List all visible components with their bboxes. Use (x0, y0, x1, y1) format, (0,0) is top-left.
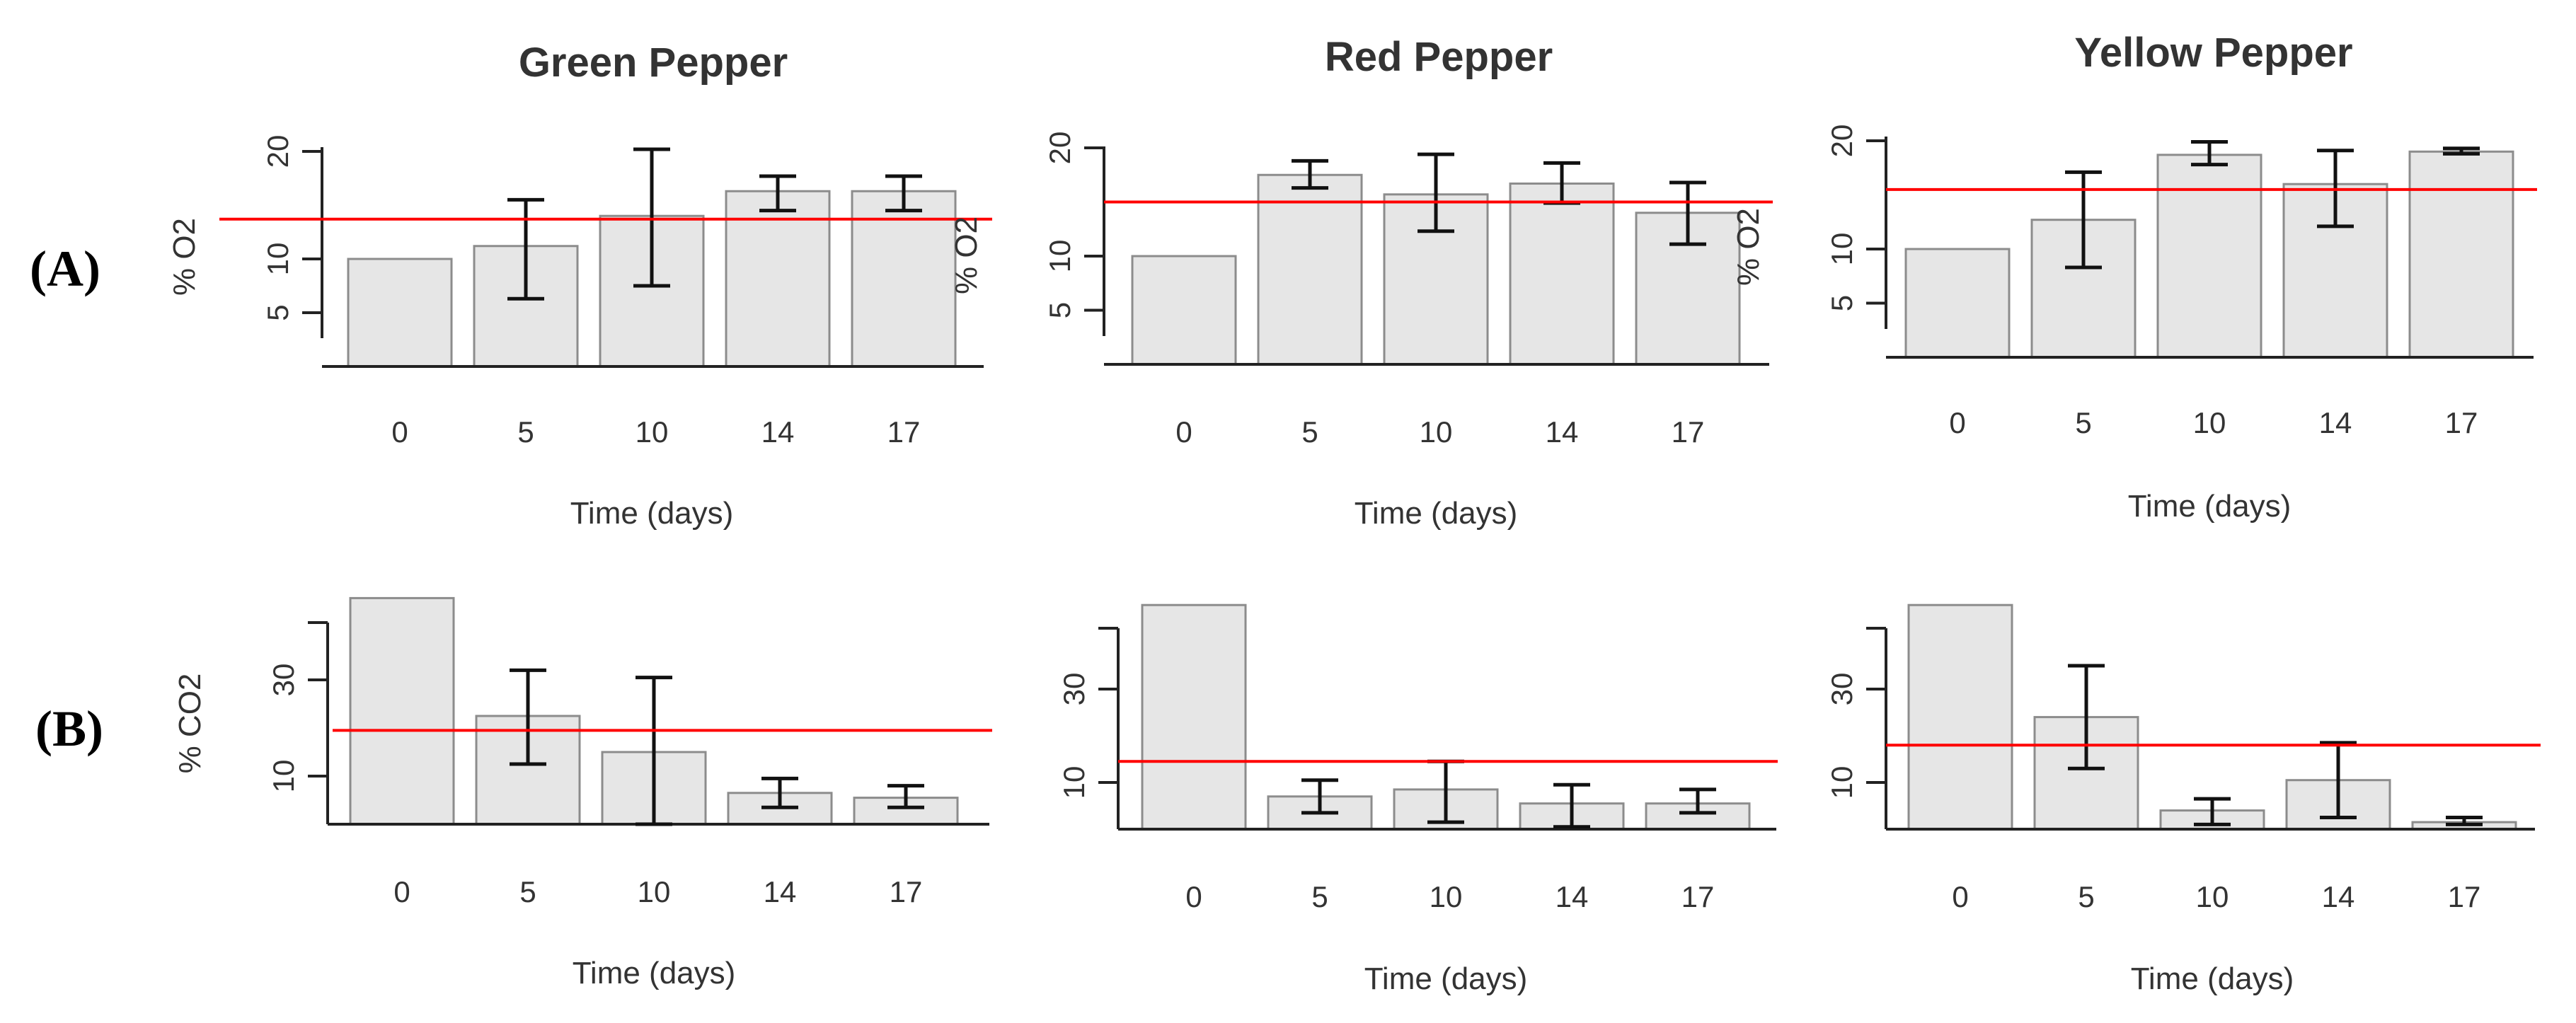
x-tick-label: 14 (2319, 406, 2352, 439)
x-axis-label: Time (days) (2131, 961, 2294, 996)
x-tick-label: 14 (764, 875, 797, 908)
y-axis-label: % CO2 (173, 674, 207, 774)
y-tick-label: 5 (1825, 295, 1858, 311)
x-tick-label: 14 (1546, 415, 1579, 449)
chart-panel-6: 10 30 0 5 10 14 17 Time (days) (1825, 603, 2541, 996)
chart-panel-4: 10 30 % CO2 0 5 10 14 17 Time (days) (173, 596, 992, 990)
x-tick-label: 5 (2075, 406, 2091, 439)
bar (2156, 154, 2262, 359)
x-tick-label: 17 (1681, 880, 1715, 913)
x-axis-label: Time (days) (1364, 961, 1528, 996)
y-axis-label: % O2 (167, 218, 202, 296)
y-tick-label: 30 (267, 664, 300, 697)
x-axis-label: Time (days) (570, 496, 734, 531)
bar (1141, 603, 1247, 831)
y-tick-label: 20 (1043, 132, 1076, 165)
y-tick-label: 20 (261, 135, 294, 168)
x-tick-label: 10 (1420, 415, 1453, 449)
y-tick-label: 10 (1825, 233, 1858, 266)
chart-panel-1: Green Pepper 5 10 20 % O2 0 5 10 14 17 Time (days) (167, 40, 992, 531)
x-tick-label: 5 (1301, 415, 1318, 449)
x-tick-label: 17 (887, 415, 921, 449)
x-tick-label: 0 (1185, 880, 1202, 913)
bar (1509, 182, 1615, 366)
x-tick-label: 10 (636, 415, 669, 449)
x-tick-label: 14 (761, 415, 795, 449)
y-tick-label: 20 (1825, 125, 1858, 158)
x-tick-label: 17 (2445, 406, 2478, 439)
y-axis-label: % O2 (1731, 208, 1766, 286)
bar (475, 715, 581, 826)
x-tick-label: 0 (391, 415, 408, 449)
x-tick-label: 17 (1672, 415, 1705, 449)
x-tick-label: 17 (2448, 880, 2481, 913)
chart-title: Red Pepper (1325, 34, 1553, 80)
y-tick-label: 5 (1043, 302, 1076, 318)
chart-title: Yellow Pepper (2074, 30, 2352, 76)
y-tick-label: 10 (1825, 766, 1858, 799)
y-tick-label: 10 (261, 243, 294, 276)
row-label-b: (B) (35, 700, 103, 757)
bar (1907, 603, 2013, 831)
y-tick-label: 5 (261, 304, 294, 320)
bar (347, 258, 453, 368)
bar (725, 190, 831, 368)
x-axis-label: Time (days) (573, 956, 736, 990)
bar (1904, 248, 2011, 359)
x-tick-label: 5 (519, 875, 536, 908)
chart-panel-2: Red Pepper 5 10 20 % O2 0 5 10 14 17 Time (days) (949, 34, 1773, 531)
x-tick-label: 0 (1949, 406, 1965, 439)
row-label-a: (A) (30, 241, 100, 297)
x-tick-label: 17 (890, 875, 923, 908)
x-tick-label: 14 (2322, 880, 2355, 913)
x-tick-label: 5 (1311, 880, 1328, 913)
chart-panel-5: 10 30 0 5 10 14 17 Time (days) (1057, 603, 1778, 996)
x-axis-label: Time (days) (1355, 496, 1518, 531)
bar (1131, 255, 1237, 366)
y-tick-label: 10 (1057, 766, 1091, 799)
y-tick-label: 30 (1825, 673, 1858, 706)
x-tick-label: 0 (1952, 880, 1968, 913)
bar (349, 596, 455, 826)
x-tick-label: 10 (1430, 880, 1463, 913)
bar (851, 190, 957, 368)
chart-panel-3: Yellow Pepper 5 10 20 % O2 0 5 10 14 17 Time (days… (1731, 30, 2537, 524)
x-tick-label: 0 (393, 875, 410, 908)
chart-panels: Green Pepper 5 10 20 % O2 0 5 10 14 17 Time (days)… (167, 30, 2541, 996)
x-tick-label: 5 (2078, 880, 2094, 913)
x-tick-label: 0 (1175, 415, 1192, 449)
x-tick-label: 10 (2193, 406, 2226, 439)
x-tick-label: 10 (2196, 880, 2229, 913)
y-tick-label: 10 (267, 760, 300, 793)
x-tick-label: 5 (517, 415, 534, 449)
x-tick-label: 10 (638, 875, 671, 908)
y-tick-label: 30 (1057, 673, 1091, 706)
x-axis-label: Time (days) (2128, 489, 2292, 524)
x-tick-label: 14 (1556, 880, 1589, 913)
y-axis-label: % O2 (949, 216, 984, 294)
bar (2408, 150, 2514, 359)
chart-title: Green Pepper (519, 40, 788, 86)
y-tick-label: 10 (1043, 240, 1076, 273)
